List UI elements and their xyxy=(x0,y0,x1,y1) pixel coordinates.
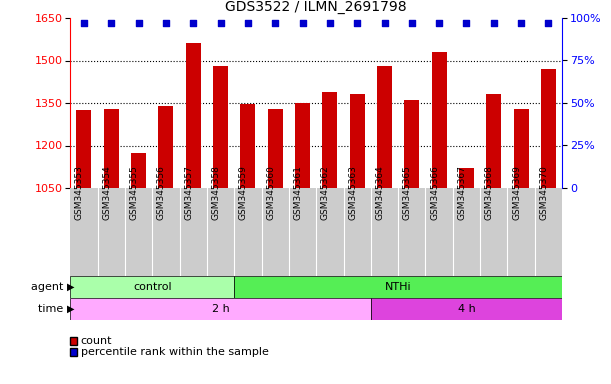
Bar xyxy=(158,106,174,188)
Text: agent: agent xyxy=(31,282,67,292)
Bar xyxy=(377,66,392,188)
Text: GSM345357: GSM345357 xyxy=(185,165,193,220)
Text: 2 h: 2 h xyxy=(211,304,229,314)
Text: GSM345360: GSM345360 xyxy=(266,165,275,220)
Text: GSM345368: GSM345368 xyxy=(485,165,494,220)
Bar xyxy=(131,152,146,188)
Bar xyxy=(240,104,255,188)
Text: NTHi: NTHi xyxy=(385,282,411,292)
Point xyxy=(106,20,116,26)
Point xyxy=(461,20,471,26)
Point xyxy=(353,20,362,26)
Point xyxy=(188,20,198,26)
Bar xyxy=(541,69,556,188)
Point xyxy=(379,20,389,26)
Text: GSM345358: GSM345358 xyxy=(211,165,221,220)
Text: time: time xyxy=(38,304,67,314)
Bar xyxy=(514,109,529,188)
Point xyxy=(270,20,280,26)
Point xyxy=(161,20,171,26)
Text: GSM345362: GSM345362 xyxy=(321,165,330,220)
Bar xyxy=(268,109,283,188)
Point xyxy=(544,20,554,26)
Text: GSM345356: GSM345356 xyxy=(157,165,166,220)
Point xyxy=(407,20,417,26)
Text: GSM345366: GSM345366 xyxy=(430,165,439,220)
Text: count: count xyxy=(81,336,112,346)
Bar xyxy=(186,43,201,188)
Text: GSM345361: GSM345361 xyxy=(293,165,302,220)
Point xyxy=(434,20,444,26)
Point xyxy=(134,20,144,26)
Text: GSM345365: GSM345365 xyxy=(403,165,412,220)
Bar xyxy=(349,94,365,188)
Text: ▶: ▶ xyxy=(67,282,75,292)
Bar xyxy=(431,52,447,188)
Bar xyxy=(70,298,371,320)
Point xyxy=(325,20,335,26)
Bar xyxy=(486,94,501,188)
Bar xyxy=(213,66,228,188)
Point xyxy=(243,20,253,26)
Text: GSM345359: GSM345359 xyxy=(239,165,248,220)
Bar xyxy=(323,92,337,188)
Bar xyxy=(76,110,92,188)
Text: GSM345363: GSM345363 xyxy=(348,165,357,220)
Bar xyxy=(295,103,310,188)
Text: control: control xyxy=(133,282,172,292)
Bar xyxy=(404,100,419,188)
Text: 4 h: 4 h xyxy=(458,304,475,314)
Text: GSM345370: GSM345370 xyxy=(540,165,549,220)
Bar xyxy=(234,276,562,298)
Bar xyxy=(70,276,234,298)
Point xyxy=(516,20,526,26)
Point xyxy=(489,20,499,26)
Point xyxy=(298,20,307,26)
Text: GSM345367: GSM345367 xyxy=(458,165,466,220)
Bar xyxy=(371,298,562,320)
Bar xyxy=(459,168,474,188)
Bar xyxy=(104,109,119,188)
Text: GSM345353: GSM345353 xyxy=(75,165,84,220)
Text: GSM345369: GSM345369 xyxy=(512,165,521,220)
Text: GSM345354: GSM345354 xyxy=(102,165,111,220)
Text: GDS3522 / ILMN_2691798: GDS3522 / ILMN_2691798 xyxy=(225,0,407,14)
Point xyxy=(79,20,89,26)
Text: GSM345364: GSM345364 xyxy=(376,165,384,220)
Text: percentile rank within the sample: percentile rank within the sample xyxy=(81,347,269,357)
Point xyxy=(216,20,225,26)
Text: ▶: ▶ xyxy=(67,304,75,314)
Text: GSM345355: GSM345355 xyxy=(130,165,139,220)
